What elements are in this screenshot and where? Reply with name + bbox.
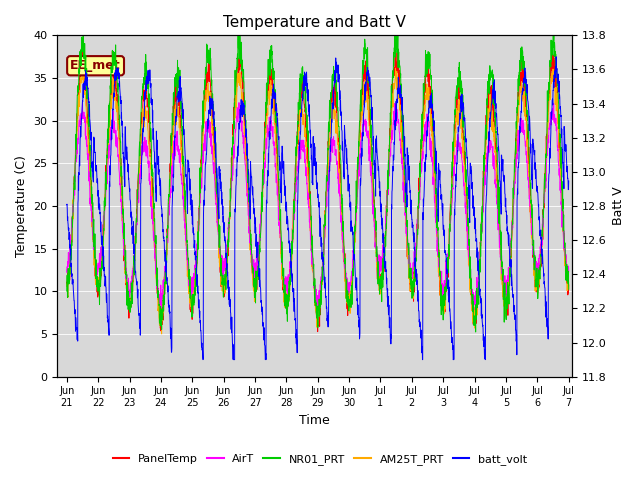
- X-axis label: Time: Time: [300, 414, 330, 427]
- Text: EE_met: EE_met: [70, 59, 121, 72]
- Y-axis label: Batt V: Batt V: [612, 187, 625, 225]
- Legend: PanelTemp, AirT, NR01_PRT, AM25T_PRT, batt_volt: PanelTemp, AirT, NR01_PRT, AM25T_PRT, ba…: [108, 450, 532, 469]
- Y-axis label: Temperature (C): Temperature (C): [15, 155, 28, 257]
- Title: Temperature and Batt V: Temperature and Batt V: [223, 15, 406, 30]
